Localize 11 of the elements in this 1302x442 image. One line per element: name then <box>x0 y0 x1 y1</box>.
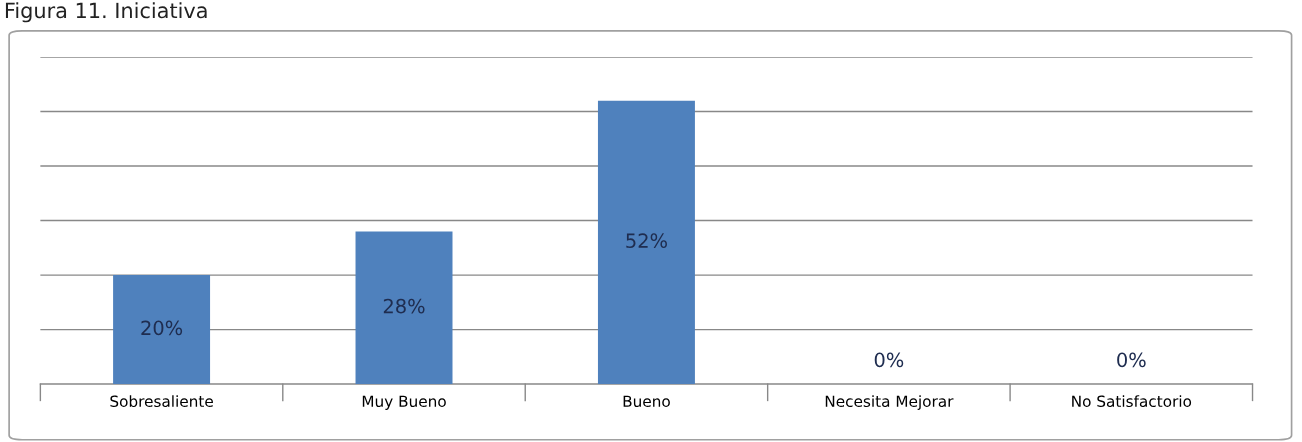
data-label: 52% <box>626 233 667 249</box>
data-label: 0% <box>874 352 904 368</box>
chart-title: Figura 11. Iniciativa <box>5 2 207 23</box>
x-tick-label: Necesita Mejorar <box>825 395 954 410</box>
data-label: 20% <box>141 320 183 336</box>
x-tick-label: No Satisfactorio <box>1072 395 1192 408</box>
data-label: 28% <box>383 298 425 314</box>
x-tick-label: Sobresaliente <box>110 395 213 408</box>
x-tick-label: Muy Bueno <box>362 395 446 410</box>
x-tick-label: Bueno <box>623 395 670 408</box>
data-label: 0% <box>1117 352 1146 368</box>
